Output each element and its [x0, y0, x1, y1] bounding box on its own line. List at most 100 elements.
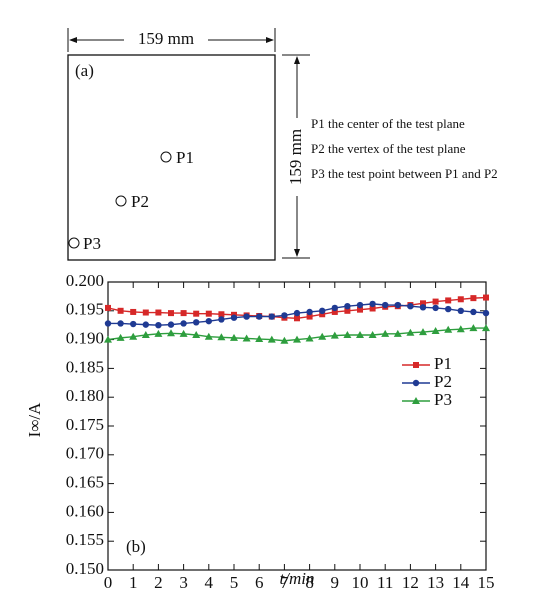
marker	[420, 300, 426, 307]
marker	[445, 305, 452, 313]
marker	[331, 304, 338, 312]
x-tick-label: 14	[452, 573, 470, 592]
x-tick-label: 12	[402, 573, 419, 592]
y-tick-label: 0.200	[66, 271, 104, 290]
test-plane	[67, 54, 276, 261]
note: P2 the vertex of the test plane	[311, 141, 466, 156]
marker	[483, 294, 489, 301]
marker	[180, 310, 187, 317]
marker	[204, 332, 213, 340]
x-tick-label: 0	[104, 573, 113, 592]
marker	[256, 313, 263, 320]
marker	[104, 335, 112, 343]
y-tick-label: 0.155	[66, 530, 104, 549]
marker	[116, 333, 125, 341]
marker	[431, 326, 440, 334]
marker	[469, 324, 478, 332]
marker	[104, 320, 112, 327]
marker	[394, 301, 401, 309]
marker	[356, 301, 364, 309]
marker	[192, 330, 201, 338]
marker	[293, 335, 301, 343]
note: P1 the center of the test plane	[311, 116, 465, 131]
marker	[381, 329, 390, 337]
marker	[432, 298, 439, 305]
marker	[419, 304, 427, 311]
marker	[168, 310, 174, 317]
legend-label: P1	[434, 354, 452, 373]
marker	[369, 305, 376, 312]
marker	[281, 312, 288, 319]
marker	[368, 330, 377, 338]
y-tick-label: 0.190	[66, 329, 104, 348]
marker	[470, 295, 477, 302]
marker	[319, 307, 326, 314]
x-axis-label: t/min	[280, 569, 315, 588]
marker	[217, 333, 226, 341]
marker	[142, 321, 149, 328]
chart: (b) t/min I∞/A 0.150 0.155 0.160 0.165 0.170…	[25, 271, 495, 592]
marker	[129, 332, 138, 340]
point-label: P3	[83, 234, 101, 253]
y-tick-label: 0.195	[66, 300, 104, 319]
marker	[393, 329, 402, 337]
x-tick-label: 6	[255, 573, 264, 592]
marker	[130, 308, 137, 315]
marker	[280, 336, 289, 344]
x-tick-label: 3	[179, 573, 188, 592]
point-marker	[115, 195, 127, 207]
marker	[230, 314, 238, 321]
marker	[356, 330, 364, 338]
x-tick-label: 13	[427, 573, 444, 592]
marker	[330, 331, 339, 339]
marker	[218, 311, 225, 318]
x-tick-label: 9	[331, 573, 340, 592]
x-tick-label: 1	[129, 573, 138, 592]
marker	[444, 325, 453, 333]
marker	[470, 308, 477, 316]
panel-label: (b)	[126, 537, 146, 556]
marker	[268, 313, 275, 320]
marker	[457, 307, 464, 314]
marker	[369, 300, 376, 308]
marker	[230, 333, 238, 341]
point-label: P1	[176, 148, 194, 167]
marker	[218, 316, 225, 323]
marker	[167, 321, 175, 328]
point-marker	[68, 237, 80, 249]
marker	[357, 306, 363, 313]
y-tick-label: 0.175	[66, 415, 104, 434]
marker	[243, 313, 250, 320]
marker	[432, 304, 439, 312]
marker	[294, 315, 300, 322]
marker	[412, 379, 420, 387]
height-label: 159 mm	[286, 129, 305, 185]
x-tick-label: 5	[230, 573, 239, 592]
marker	[406, 328, 415, 336]
point-marker	[160, 151, 172, 163]
panel-label: (a)	[75, 61, 94, 80]
marker	[179, 329, 188, 337]
marker	[142, 309, 149, 316]
y-tick-label: 0.165	[66, 473, 104, 492]
marker	[117, 320, 124, 327]
marker	[344, 307, 351, 314]
width-label: 159 mm	[138, 29, 194, 48]
marker	[255, 335, 264, 343]
x-tick-label: 2	[154, 573, 163, 592]
x-tick-label: 15	[478, 573, 495, 592]
marker	[155, 309, 162, 316]
marker	[331, 308, 338, 315]
marker	[343, 330, 352, 338]
y-tick-label: 0.150	[66, 559, 104, 578]
y-tick-label: 0.185	[66, 357, 104, 376]
marker	[382, 301, 389, 309]
marker	[306, 313, 313, 320]
y-tick-label: 0.180	[66, 386, 104, 405]
marker	[457, 296, 464, 303]
marker	[267, 335, 276, 343]
y-axis-label: I∞/A	[25, 402, 44, 438]
y-tick-label: 0.170	[66, 444, 104, 463]
diagram: 159 mm 159 mm (a) P1 P2 P3 P1 the center…	[67, 28, 498, 261]
